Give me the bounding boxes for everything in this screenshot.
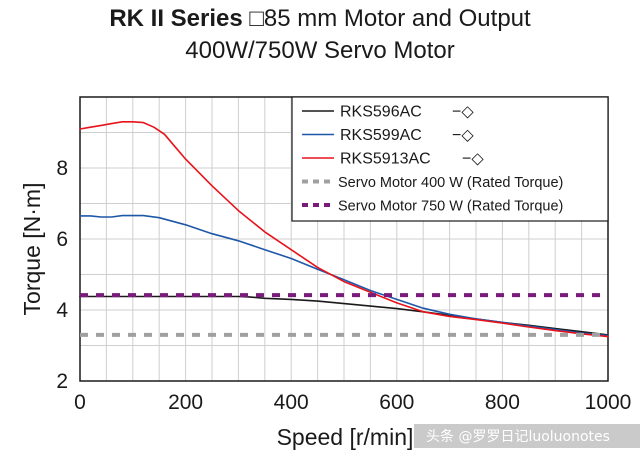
watermark: 头条 @罗罗日记luoluonotes <box>414 424 640 448</box>
legend-box <box>291 96 609 222</box>
y-tick-label: 2 <box>56 370 68 393</box>
chart-title-rest: □85 mm Motor and Output <box>249 5 531 32</box>
legend-label: Servo Motor 750 W (Rated Torque) <box>338 199 563 215</box>
x-axis-label: Speed [r/min] <box>277 424 414 450</box>
legend-label: Servo Motor 400 W (Rated Torque) <box>338 175 563 191</box>
y-tick-label: 4 <box>56 299 68 322</box>
series-lines <box>79 121 609 338</box>
legend-label: RKS5913AC <box>340 151 431 168</box>
legend-marker: −◇ <box>462 151 484 168</box>
chart-title-bold: RK II Series <box>109 5 243 32</box>
series-line-rks5913ac <box>79 121 609 338</box>
legend-marker: −◇ <box>452 104 474 121</box>
x-tick-label: 400 <box>274 391 309 414</box>
x-tick-label: 800 <box>485 391 520 414</box>
y-tick-label: 8 <box>56 157 68 180</box>
legend-label: RKS599AC <box>340 127 422 144</box>
legend: RKS596AC −◇ RKS599AC −◇ RKS5913AC −◇ Servo Mot… <box>291 96 609 222</box>
tick-labels: 0 200 400 600 800 1000 2 4 6 8 <box>56 157 631 414</box>
x-tick-label: 1000 <box>585 391 632 414</box>
legend-marker: −◇ <box>452 127 474 144</box>
x-tick-label: 600 <box>379 391 414 414</box>
x-tick-label: 0 <box>74 391 86 414</box>
legend-label: RKS596AC <box>340 104 422 121</box>
chart-subtitle: 400W/750W Servo Motor <box>185 37 455 64</box>
watermark-text: 头条 @罗罗日记luoluonotes <box>426 428 610 445</box>
y-axis-label: Torque [N·m] <box>19 183 45 316</box>
x-tick-label: 200 <box>168 391 203 414</box>
y-tick-label: 6 <box>56 228 68 251</box>
watermark-background <box>414 424 640 448</box>
chart-title: RK II Series □85 mm Motor and Output <box>0 4 640 34</box>
